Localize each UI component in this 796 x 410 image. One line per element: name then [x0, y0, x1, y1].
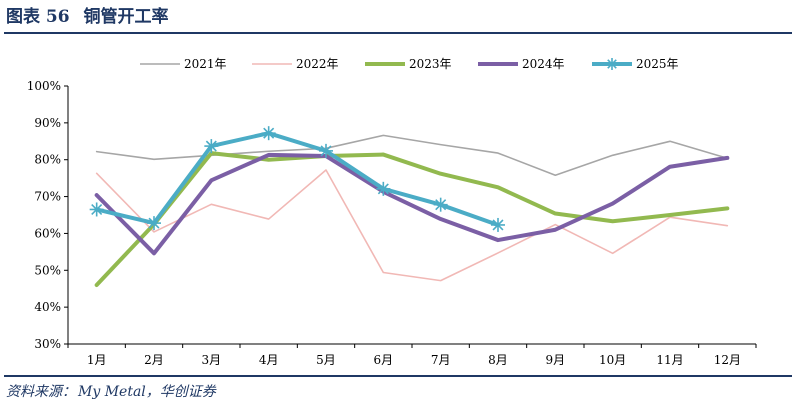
marker-stroke: [377, 183, 389, 195]
chart-axes: 30% 40% 50% 60% 70% 80% 90% 100% 1月 2月 3月 4月 5月 6月 7月 8…: [27, 79, 757, 367]
line-chart: 2021年 2022年 2023年 2024年 2025年 30% 40% 50% 60% 70…: [27, 57, 757, 367]
source-prefix: 资料来源：: [6, 384, 76, 400]
series-line-2025年: [94, 131, 500, 227]
x-tick-label: 12月: [714, 353, 741, 367]
title-rule: [4, 32, 792, 34]
chart-legend: 2021年 2022年 2023年 2024年 2025年: [140, 57, 679, 71]
y-tick-label: 70%: [34, 190, 61, 204]
series-line-2024年: [94, 152, 730, 256]
source-text: My Metal，华创证券: [78, 384, 216, 400]
data-point: [491, 217, 505, 232]
x-tick-label: 4月: [259, 353, 279, 367]
marker-stroke: [148, 217, 160, 229]
series-line-2021年: [95, 134, 729, 176]
marker-stroke: [492, 219, 504, 231]
source-note: 资料来源： My Metal，华创证券: [6, 381, 218, 401]
legend-label: 2025年: [636, 57, 679, 71]
legend-item: 2021年: [140, 57, 227, 71]
legend-label: 2022年: [296, 57, 339, 71]
legend-label: 2021年: [184, 57, 227, 71]
x-tick-label: 8月: [488, 353, 508, 367]
legend-label: 2024年: [522, 57, 565, 71]
x-tick-label: 6月: [374, 353, 394, 367]
y-tick-label: 30%: [34, 337, 61, 351]
data-point: [147, 216, 161, 231]
x-tick-label: 3月: [202, 353, 222, 367]
data-point: [204, 139, 219, 154]
series-line-2023年: [94, 151, 730, 288]
x-tick-label: 10月: [599, 353, 626, 367]
y-tick-label: 40%: [34, 300, 61, 314]
data-point: [319, 143, 333, 158]
legend-label: 2023年: [409, 57, 452, 71]
y-tick-label: 80%: [34, 153, 61, 167]
legend-marker: [606, 58, 618, 70]
data-point: [89, 202, 104, 217]
y-tick-label: 60%: [34, 226, 61, 240]
legend-item: 2023年: [365, 57, 452, 71]
x-tick-label: 7月: [431, 353, 451, 367]
series-line-2022年: [95, 169, 729, 282]
legend-item: 2024年: [478, 57, 565, 71]
marker-stroke: [435, 199, 447, 211]
figure-title: 图表 56 铜管开工率: [6, 4, 177, 30]
y-tick-label: 50%: [34, 263, 61, 277]
x-tick-label: 5月: [316, 353, 336, 367]
legend-item: 2025年: [592, 57, 679, 71]
marker-stroke: [607, 59, 617, 69]
data-point: [261, 126, 276, 141]
x-tick-label: 11月: [656, 353, 683, 367]
marker-stroke: [263, 127, 275, 139]
source-rule: [4, 375, 792, 377]
legend-item: 2022年: [252, 57, 339, 71]
marker-stroke: [205, 140, 217, 152]
data-point: [376, 181, 391, 196]
y-tick-label: 100%: [27, 79, 61, 93]
marker-stroke: [91, 203, 103, 215]
figure-label: 图表 56: [6, 7, 70, 27]
chart-series: [89, 126, 730, 288]
marker-stroke: [320, 145, 332, 157]
figure-title-text: 铜管开工率: [83, 7, 169, 27]
data-point: [433, 197, 448, 212]
x-tick-label: 2月: [144, 353, 164, 367]
x-tick-label: 9月: [546, 353, 566, 367]
x-tick-label: 1月: [87, 353, 107, 367]
y-tick-label: 90%: [34, 116, 61, 130]
